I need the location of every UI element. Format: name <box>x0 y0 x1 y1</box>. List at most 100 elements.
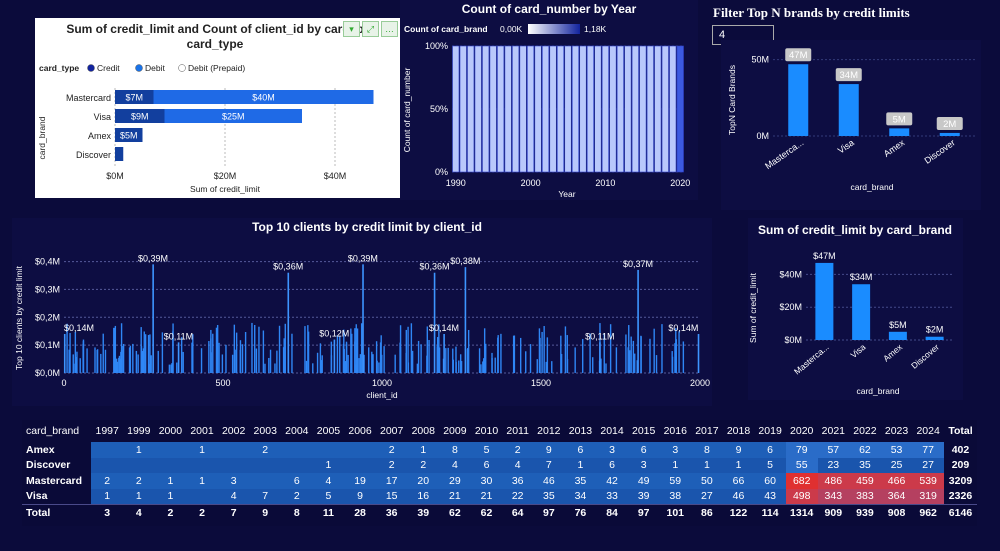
client-bar[interactable] <box>634 353 636 373</box>
client-bar[interactable] <box>312 363 314 373</box>
client-bar[interactable] <box>483 328 486 373</box>
client-peak-bar[interactable] <box>152 264 154 373</box>
client-bar[interactable] <box>347 354 349 373</box>
client-bar[interactable] <box>603 333 605 373</box>
client-bar[interactable] <box>345 341 348 373</box>
client-bar[interactable] <box>649 338 651 373</box>
client-bar[interactable] <box>172 331 174 373</box>
client-bar[interactable] <box>176 362 178 373</box>
client-bar[interactable] <box>104 349 107 373</box>
client-bar[interactable] <box>460 361 463 373</box>
client-bar[interactable] <box>513 335 516 373</box>
client-bar[interactable] <box>66 323 68 373</box>
client-bar[interactable] <box>330 355 333 373</box>
matrix-column-header[interactable]: 2000 <box>158 425 183 437</box>
client-bar[interactable] <box>68 349 70 373</box>
client-bar[interactable] <box>208 341 210 373</box>
client-bar[interactable] <box>283 338 285 373</box>
client-bar[interactable] <box>239 340 242 373</box>
client-bar[interactable] <box>233 324 236 373</box>
filter-icon[interactable]: ▾ <box>343 21 360 37</box>
client-bar[interactable] <box>661 324 663 373</box>
client-bar[interactable] <box>600 358 602 373</box>
client-peak-bar[interactable] <box>362 264 364 373</box>
client-bar[interactable] <box>221 354 224 373</box>
client-bar[interactable] <box>438 324 440 373</box>
client-bar[interactable] <box>291 333 293 373</box>
client-bar[interactable] <box>536 359 538 373</box>
client-bar[interactable] <box>428 339 430 373</box>
client-bar[interactable] <box>671 351 673 373</box>
year-bar[interactable] <box>661 45 669 173</box>
client-peak-bar[interactable] <box>637 269 639 373</box>
year-bar[interactable] <box>631 45 639 173</box>
year-bar[interactable] <box>669 45 677 173</box>
client-bar[interactable] <box>491 352 493 373</box>
client-bar[interactable] <box>75 357 77 373</box>
client-bar[interactable] <box>546 337 549 373</box>
client-peak-bar[interactable] <box>287 272 290 373</box>
brand-bar[interactable] <box>838 84 859 136</box>
client-bar[interactable] <box>368 347 370 373</box>
client-bar[interactable] <box>372 354 374 373</box>
year-bar[interactable] <box>504 45 512 173</box>
year-bar[interactable] <box>571 45 580 173</box>
client-bar[interactable] <box>459 354 462 373</box>
client-bar[interactable] <box>609 324 612 373</box>
client-bar[interactable] <box>371 351 373 373</box>
client-bar[interactable] <box>225 344 227 373</box>
matrix-column-header[interactable]: 2003 <box>253 425 277 437</box>
client-bar[interactable] <box>625 334 627 373</box>
client-bar[interactable] <box>269 349 272 373</box>
matrix-column-header[interactable]: 2012 <box>537 425 561 437</box>
client-bar[interactable] <box>538 328 541 373</box>
year-bar[interactable] <box>467 45 475 173</box>
client-bar[interactable] <box>682 341 685 373</box>
client-bar[interactable] <box>545 361 547 373</box>
client-bar[interactable] <box>360 323 363 373</box>
client-bar[interactable] <box>438 347 441 373</box>
year-bar[interactable] <box>549 45 557 173</box>
client-bar[interactable] <box>480 364 482 373</box>
client-bar[interactable] <box>630 336 632 373</box>
client-bar[interactable] <box>94 347 96 373</box>
client-bar[interactable] <box>182 351 184 373</box>
year-bar[interactable] <box>616 45 624 173</box>
client-bar[interactable] <box>264 363 266 373</box>
client-bar[interactable] <box>244 331 247 373</box>
client-bar[interactable] <box>268 357 270 373</box>
year-bar[interactable] <box>624 45 632 173</box>
year-bar[interactable] <box>579 45 587 173</box>
client-bar[interactable] <box>466 348 469 373</box>
client-bar[interactable] <box>321 355 323 373</box>
client-bar[interactable] <box>678 331 680 373</box>
matrix-row[interactable]: Mastercard 2 2 1 1 3 6 4 19 17 20 29 30 36 46 35 42 49 59 5… <box>22 473 977 489</box>
client-bar[interactable] <box>519 337 522 373</box>
client-bar[interactable] <box>191 342 193 373</box>
client-bar[interactable] <box>405 329 407 373</box>
client-bar[interactable] <box>485 343 487 373</box>
matrix-column-header[interactable]: 2018 <box>726 425 751 437</box>
brand-bar[interactable] <box>925 336 944 340</box>
client-peak-bar[interactable] <box>63 334 66 373</box>
client-bar[interactable] <box>407 362 410 373</box>
client-bar[interactable] <box>394 354 396 373</box>
client-bar[interactable] <box>255 348 258 373</box>
client-bar[interactable] <box>274 363 276 373</box>
matrix-column-header[interactable]: 1997 <box>95 425 119 437</box>
bar-segment-debit[interactable] <box>164 109 303 123</box>
client-bar[interactable] <box>116 361 119 373</box>
matrix-column-header[interactable]: 2005 <box>316 425 341 437</box>
client-bar[interactable] <box>592 357 594 373</box>
client-bar[interactable] <box>512 335 515 373</box>
client-bar[interactable] <box>231 354 234 373</box>
client-bar[interactable] <box>262 330 265 373</box>
brand-bar[interactable] <box>788 64 809 136</box>
client-bar[interactable] <box>141 351 144 373</box>
client-bar[interactable] <box>358 358 360 373</box>
client-bar[interactable] <box>74 331 77 373</box>
client-bar[interactable] <box>478 348 481 373</box>
client-peak-bar[interactable] <box>433 272 436 373</box>
year-bar[interactable] <box>474 45 482 173</box>
year-bar[interactable] <box>601 45 609 173</box>
